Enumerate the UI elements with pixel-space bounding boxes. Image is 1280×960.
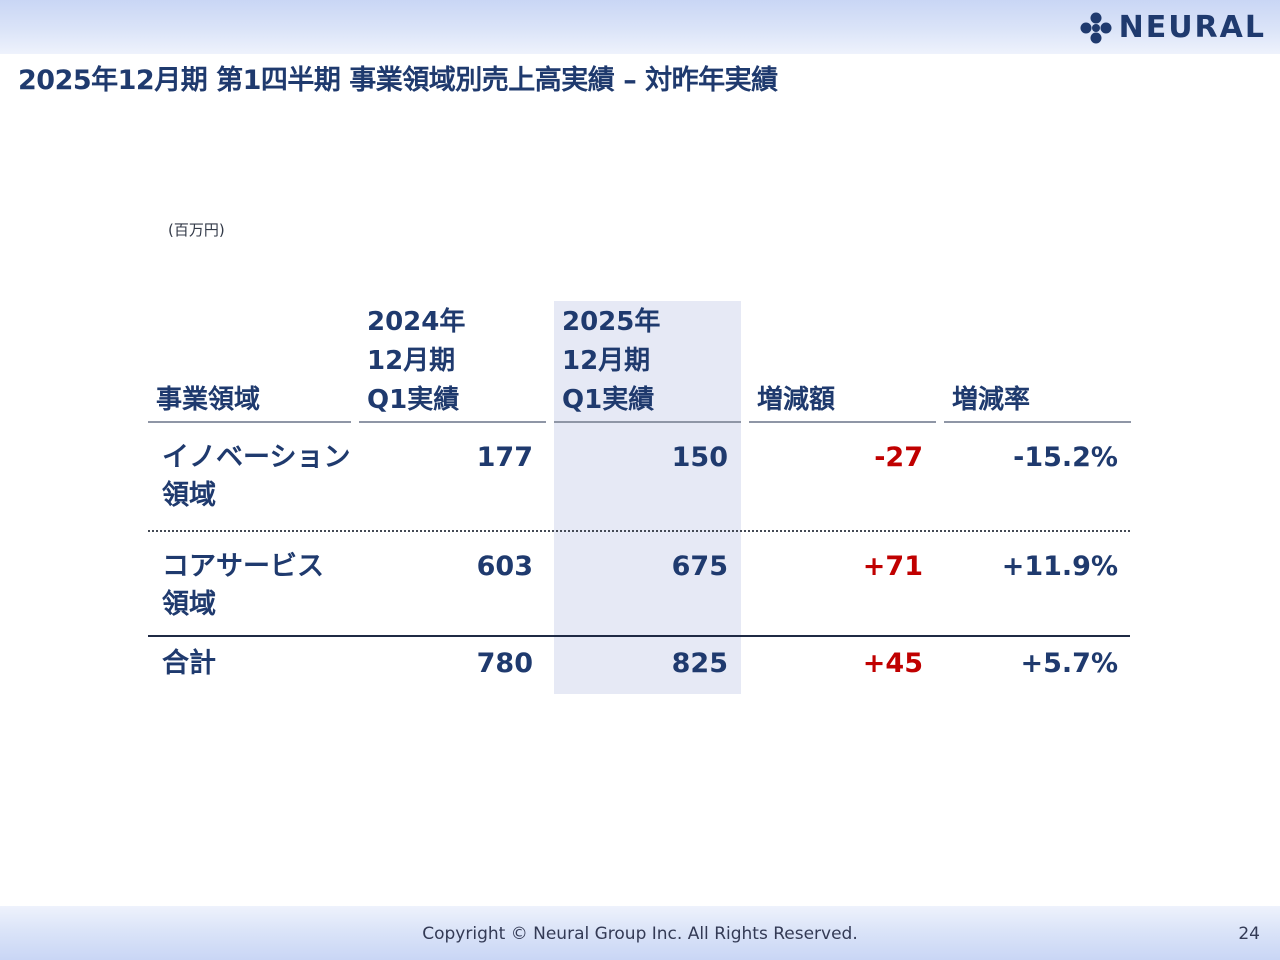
cell-prev: 603 [476,551,533,582]
company-logo: NEURAL [1079,10,1266,46]
row-separator-solid [148,635,1130,637]
copyright-text: Copyright © Neural Group Inc. All Rights… [422,924,858,944]
header-prev-year: 2024年 12月期 Q1実績 [367,303,465,420]
cell-prev: 780 [476,648,533,679]
header-line: 12月期 [562,346,651,376]
header-underline [944,421,1131,423]
header-underline [554,421,741,423]
table-row-name: イノベーション 領域 [162,439,362,515]
cell-rate: +5.7% [1020,648,1118,679]
header-current-year: 2025年 12月期 Q1実績 [562,303,660,420]
bottom-banner [0,906,1280,960]
header-line: Q1実績 [562,385,655,415]
header-underline [148,421,351,423]
row-separator-dotted [148,530,1130,532]
header-line: 12月期 [367,346,456,376]
header-line: 2025年 [562,307,661,337]
row-name-line: 領域 [162,589,216,620]
row-name-line: コアサービス [162,551,324,582]
neural-dots-icon [1080,12,1112,44]
cell-prev: 177 [476,442,533,473]
header-change-rate: 増減率 [952,381,1030,420]
table-row-name: コアサービス 領域 [162,548,362,624]
header-line: 事業領域 [156,385,261,415]
header-line: 増減額 [757,385,836,415]
header-underline [749,421,936,423]
header-line: 2024年 [367,307,466,337]
header-line: 増減率 [952,385,1031,415]
page-number: 24 [1238,924,1260,944]
cell-rate: +11.9% [1001,551,1118,582]
cell-diff: +45 [862,648,923,679]
header-business-segment: 事業領域 [156,381,260,420]
top-banner [0,0,1280,54]
row-name-line: 合計 [162,648,216,679]
header-change-amount: 増減額 [757,381,835,420]
table-row-total-name: 合計 [162,645,362,683]
cell-diff: +71 [862,551,923,582]
unit-note: (百万円) [168,221,225,239]
cell-curr: 675 [671,551,728,582]
row-name-line: イノベーション [162,442,351,473]
cell-curr: 150 [671,442,728,473]
cell-diff: -27 [874,442,923,473]
row-name-line: 領域 [162,480,216,511]
page-title: 2025年12月期 第1四半期 事業領域別売上高実績 – 対昨年実績 [18,65,778,96]
header-line: Q1実績 [367,385,460,415]
header-underline [359,421,546,423]
logo-text: NEURAL [1118,10,1266,45]
current-year-column-highlight [554,301,741,694]
cell-rate: -15.2% [1013,442,1118,473]
cell-curr: 825 [671,648,728,679]
